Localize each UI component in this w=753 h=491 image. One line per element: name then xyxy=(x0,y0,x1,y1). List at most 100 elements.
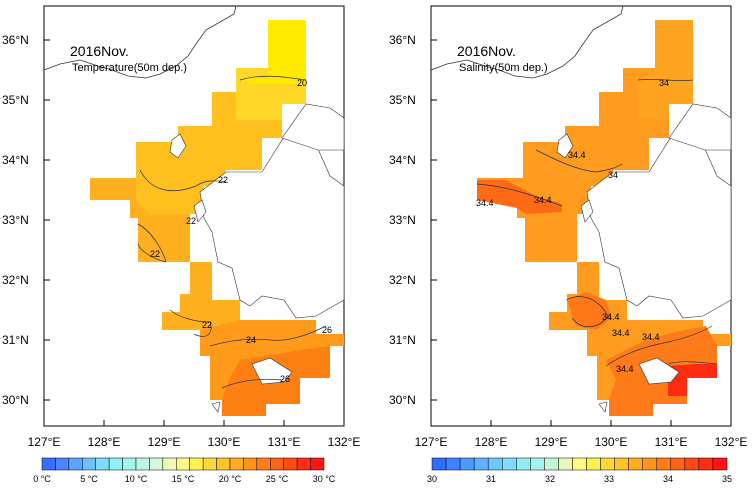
colorbar-swatch xyxy=(558,457,573,471)
map-title: 2016Nov. xyxy=(457,43,516,59)
lon-label: 128°E xyxy=(475,435,508,449)
colorbar-label: 20 °C xyxy=(219,474,242,484)
colorbar-label: 25 °C xyxy=(266,474,289,484)
lon-label: 128°E xyxy=(88,435,121,449)
colorbar-swatch xyxy=(487,457,503,471)
contour-label: 34.4 xyxy=(476,198,494,208)
lat-label: 36°N xyxy=(389,33,416,47)
colorbar-label: 30 °C xyxy=(313,474,336,484)
lat-label: 30°N xyxy=(389,393,416,407)
land xyxy=(169,103,345,413)
land xyxy=(556,103,732,413)
lat-label: 34°N xyxy=(389,153,416,167)
colorbar-swatch xyxy=(614,457,629,471)
lon-label: 132°E xyxy=(715,435,748,449)
colorbar-swatch xyxy=(135,457,150,471)
contour-label: 34 xyxy=(608,170,618,180)
colorbar-swatch xyxy=(670,457,686,471)
lat-label: 36°N xyxy=(2,33,29,47)
colorbar-swatch xyxy=(216,457,231,471)
lon-label: 130°E xyxy=(208,435,241,449)
map-title: 2016Nov. xyxy=(70,43,129,59)
lon-label: 127°E xyxy=(415,435,448,449)
colorbar-swatch xyxy=(530,457,545,471)
colorbar-swatch xyxy=(176,457,190,471)
temperature-colorbar xyxy=(41,457,325,471)
salinity-colorbar-labels: 30 31 32 33 34 35 xyxy=(427,474,732,484)
lon-label: 132°E xyxy=(328,435,361,449)
axis-ticks xyxy=(430,39,732,426)
contour-label: 34 xyxy=(659,78,669,88)
colorbar-swatch xyxy=(162,457,177,471)
lat-label: 32°N xyxy=(2,273,29,287)
colorbar-label: 10 °C xyxy=(125,474,148,484)
colorbar-swatch xyxy=(270,457,284,471)
latitude-labels: 36°N 35°N 34°N 33°N 32°N 31°N 30°N xyxy=(2,33,29,407)
contour-label: 34.4 xyxy=(612,328,630,338)
colorbar-swatch xyxy=(229,457,244,471)
salinity-colorbar xyxy=(431,457,728,471)
colorbar-swatch xyxy=(296,457,311,471)
colorbar-swatch xyxy=(712,457,728,471)
lon-label: 130°E xyxy=(595,435,628,449)
colorbar-swatch xyxy=(55,457,70,471)
colorbar-swatch xyxy=(122,457,137,471)
lat-label: 33°N xyxy=(2,213,29,227)
colorbar-label: 30 xyxy=(427,474,437,484)
colorbar-swatch xyxy=(243,457,258,471)
map-subtitle: Salinity(50m dep.) xyxy=(459,62,548,74)
temperature-map: 20 22 22 22 22 24 26 26 2016Nov. Tempera… xyxy=(2,5,361,484)
contour-lines xyxy=(137,75,327,389)
colorbar-swatch xyxy=(310,457,325,471)
colorbar-swatch xyxy=(501,457,517,471)
lat-label: 33°N xyxy=(389,213,416,227)
colorbar-swatch xyxy=(544,457,559,471)
colorbar-label: 5 °C xyxy=(80,474,98,484)
lat-label: 32°N xyxy=(389,273,416,287)
contour-label-group: 34 34.4 34 34.4 34.4 34.4 34.4 34.4 34.4 xyxy=(476,78,669,374)
lat-label: 30°N xyxy=(2,393,29,407)
colorbar-swatch xyxy=(82,457,96,471)
colorbar-swatch xyxy=(572,457,587,471)
lat-label: 31°N xyxy=(2,333,29,347)
lon-label: 131°E xyxy=(268,435,301,449)
contour-label: 26 xyxy=(322,325,332,335)
contour-label: 26 xyxy=(280,374,290,384)
colorbar-label: 34 xyxy=(663,474,673,484)
contour-label: 34.4 xyxy=(616,364,634,374)
lon-label: 129°E xyxy=(148,435,181,449)
colorbar-swatch xyxy=(68,457,83,471)
colorbar-swatch xyxy=(149,457,164,471)
korea-coastline xyxy=(43,5,237,79)
korea-coastline xyxy=(430,5,624,79)
contour-label: 34.4 xyxy=(568,150,586,160)
colorbar-label: 32 xyxy=(545,474,555,484)
lat-label: 35°N xyxy=(2,93,29,107)
contour-label: 20 xyxy=(297,78,307,88)
colorbar-swatch xyxy=(642,457,658,471)
colorbar-swatch xyxy=(445,457,461,471)
salinity-map-panel: 34 34.4 34 34.4 34.4 34.4 34.4 34.4 34.4… xyxy=(376,0,753,491)
colorbar-swatch xyxy=(95,457,110,471)
contour-label-group: 20 22 22 22 22 24 26 26 xyxy=(150,78,332,384)
contour-label: 34.4 xyxy=(602,312,620,322)
lat-label: 34°N xyxy=(2,153,29,167)
colorbar-label: 15 °C xyxy=(172,474,195,484)
colorbar-swatch xyxy=(459,457,475,471)
colorbar-swatch xyxy=(41,457,56,471)
contour-label: 24 xyxy=(246,335,256,345)
contour-label: 22 xyxy=(186,216,196,226)
lon-label: 127°E xyxy=(28,435,61,449)
colorbar-swatch xyxy=(656,457,672,471)
colorbar-swatch xyxy=(628,457,643,471)
contour-label: 22 xyxy=(150,249,160,259)
colorbar-swatch xyxy=(473,457,489,471)
colorbar-swatch xyxy=(600,457,615,471)
longitude-labels: 127°E 128°E 129°E 130°E 131°E 132°E xyxy=(415,435,748,449)
colorbar-swatch xyxy=(108,457,123,471)
lat-label: 35°N xyxy=(389,93,416,107)
colorbar-swatch xyxy=(516,457,531,471)
contour-label: 34.4 xyxy=(642,332,660,342)
latitude-labels: 36°N 35°N 34°N 33°N 32°N 31°N 30°N xyxy=(389,33,416,407)
temperature-map-panel: 20 22 22 22 22 24 26 26 2016Nov. Tempera… xyxy=(0,0,376,491)
